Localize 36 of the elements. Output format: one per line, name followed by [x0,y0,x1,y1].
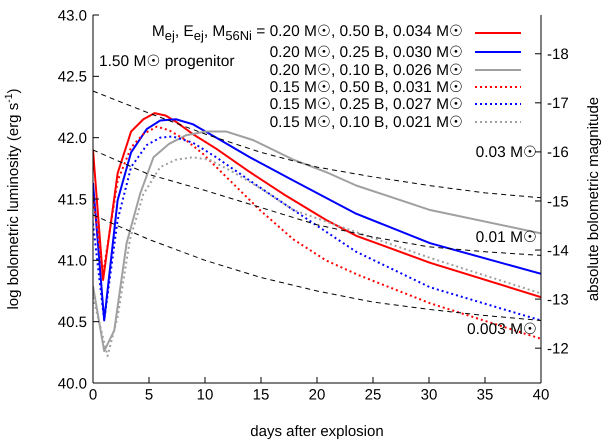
y2-tick-label: -15 [547,193,569,210]
y-tick-label: 42.0 [58,130,87,147]
annotation: 0.03 M☉ [476,143,537,162]
legend-label: 0.20 M☉, 0.25 B, 0.030 M☉ [270,44,463,62]
x-tick-label: 25 [364,386,382,404]
annotation: 0.003 M☉ [466,320,537,339]
x-tick-label: 5 [144,386,154,404]
legend-label: 0.15 M☉, 0.10 B, 0.021 M☉ [268,114,463,131]
legend-title: M$_{ej}$, E$_{ej}$, M$_{56Ni}$ = [152,23,266,44]
legend-label: 0.20 M☉, 0.50 B, 0.034 M☉ [270,23,463,40]
y-tick-label: 43.0 [58,7,87,24]
x-tick-label: 40 [532,386,550,404]
x-tick-label: 0 [88,386,98,404]
y-tick-label: 42.5 [58,68,87,86]
y-tick-label: 41.5 [58,191,87,208]
annotation: 0.01 M☉ [476,228,537,247]
y2-tick-label: -18 [547,46,569,64]
annotation: 1.50 M☉ progenitor [99,52,234,71]
y2-tick-label: -13 [547,291,569,308]
x-axis-title: days after explosion [250,423,384,440]
legend-label: 0.20 M☉, 0.10 B, 0.026 M☉ [270,62,463,79]
y2-tick-label: -12 [547,340,569,358]
y2-axis-title: absolute bolometric magnitude [585,96,602,302]
x-tick-label: 30 [420,386,438,404]
legend-label: 0.15 M☉, 0.50 B, 0.031 M☉ [268,78,463,96]
y-tick-label: 40.5 [58,314,87,331]
x-tick-label: 10 [196,386,214,404]
y2-tick-label: -14 [547,242,569,260]
y-tick-label: 40.0 [58,375,87,392]
x-tick-label: 15 [252,386,270,404]
x-tick-label: 20 [308,386,326,404]
y-tick-label: 41.0 [58,252,87,270]
y2-tick-label: -16 [547,144,569,162]
legend-label: 0.15 M☉, 0.25 B, 0.027 M☉ [268,96,463,114]
y2-tick-label: -17 [547,95,569,112]
x-tick-label: 35 [476,386,494,404]
